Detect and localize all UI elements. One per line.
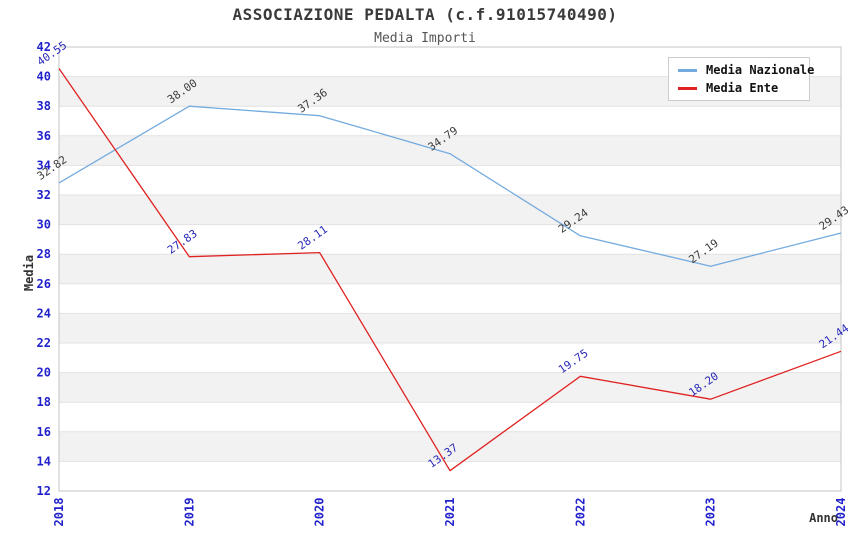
series-line-media-nazionale	[58, 105, 842, 267]
y-tick-label: 32	[37, 188, 51, 202]
legend-label: Media Ente	[706, 81, 779, 95]
grid-band	[59, 254, 841, 284]
grid-band	[59, 135, 841, 166]
data-point-label: 19.75	[556, 347, 591, 377]
chart-header: ASSOCIAZIONE PEDALTA (c.f.91015740490) M…	[0, 5, 850, 46]
series-line-media-ente	[58, 68, 842, 472]
y-tick-label: 36	[37, 129, 51, 143]
chart-title: ASSOCIAZIONE PEDALTA (c.f.91015740490)	[232, 5, 618, 24]
plot-border	[58, 46, 842, 492]
legend-item-media-ente: Media Ente	[678, 81, 800, 95]
y-tick-label: 22	[37, 336, 51, 350]
x-tick-label: 2022	[573, 498, 587, 527]
grid-band	[59, 431, 841, 462]
y-axis-title: Media	[22, 255, 36, 291]
y-tick-label: 12	[37, 484, 51, 498]
y-tick-label: 40	[37, 70, 51, 84]
y-tick-label: 24	[37, 306, 51, 320]
grid-band	[59, 372, 841, 403]
chart-subtitle: Media Importi	[374, 31, 476, 46]
y-tick-label: 38	[37, 99, 51, 113]
y-tick-label: 30	[37, 218, 51, 232]
y-tick-label: 34	[37, 158, 51, 172]
x-tick-label: 2023	[704, 498, 718, 527]
media-nazionale-line-swatch	[678, 68, 697, 72]
y-tick-label: 42	[37, 40, 51, 54]
data-point-label: 27.83	[165, 227, 200, 257]
y-tick-label: 16	[37, 425, 51, 439]
legend-label: Media Nazionale	[706, 63, 815, 77]
y-tick-label: 28	[37, 247, 51, 261]
x-tick-label: 2024	[834, 498, 848, 527]
y-tick-label: 20	[37, 366, 51, 380]
media-ente-line-swatch	[678, 86, 697, 90]
x-tick-label: 2018	[52, 498, 66, 527]
x-tick-label: 2021	[443, 498, 457, 527]
y-tick-label: 14	[37, 454, 51, 468]
x-axis-title: Anno	[809, 511, 838, 525]
grid-band	[59, 195, 841, 225]
legend-box: Media Nazionale Media Ente	[668, 57, 814, 101]
grid-band	[59, 313, 841, 343]
x-tick-label: 2020	[313, 498, 327, 527]
y-tick-label: 18	[37, 395, 51, 409]
y-tick-label: 26	[37, 277, 51, 291]
x-tick-label: 2019	[182, 498, 196, 527]
data-point-label: 28.11	[295, 223, 330, 253]
legend-item-media-nazionale: Media Nazionale	[678, 63, 814, 77]
